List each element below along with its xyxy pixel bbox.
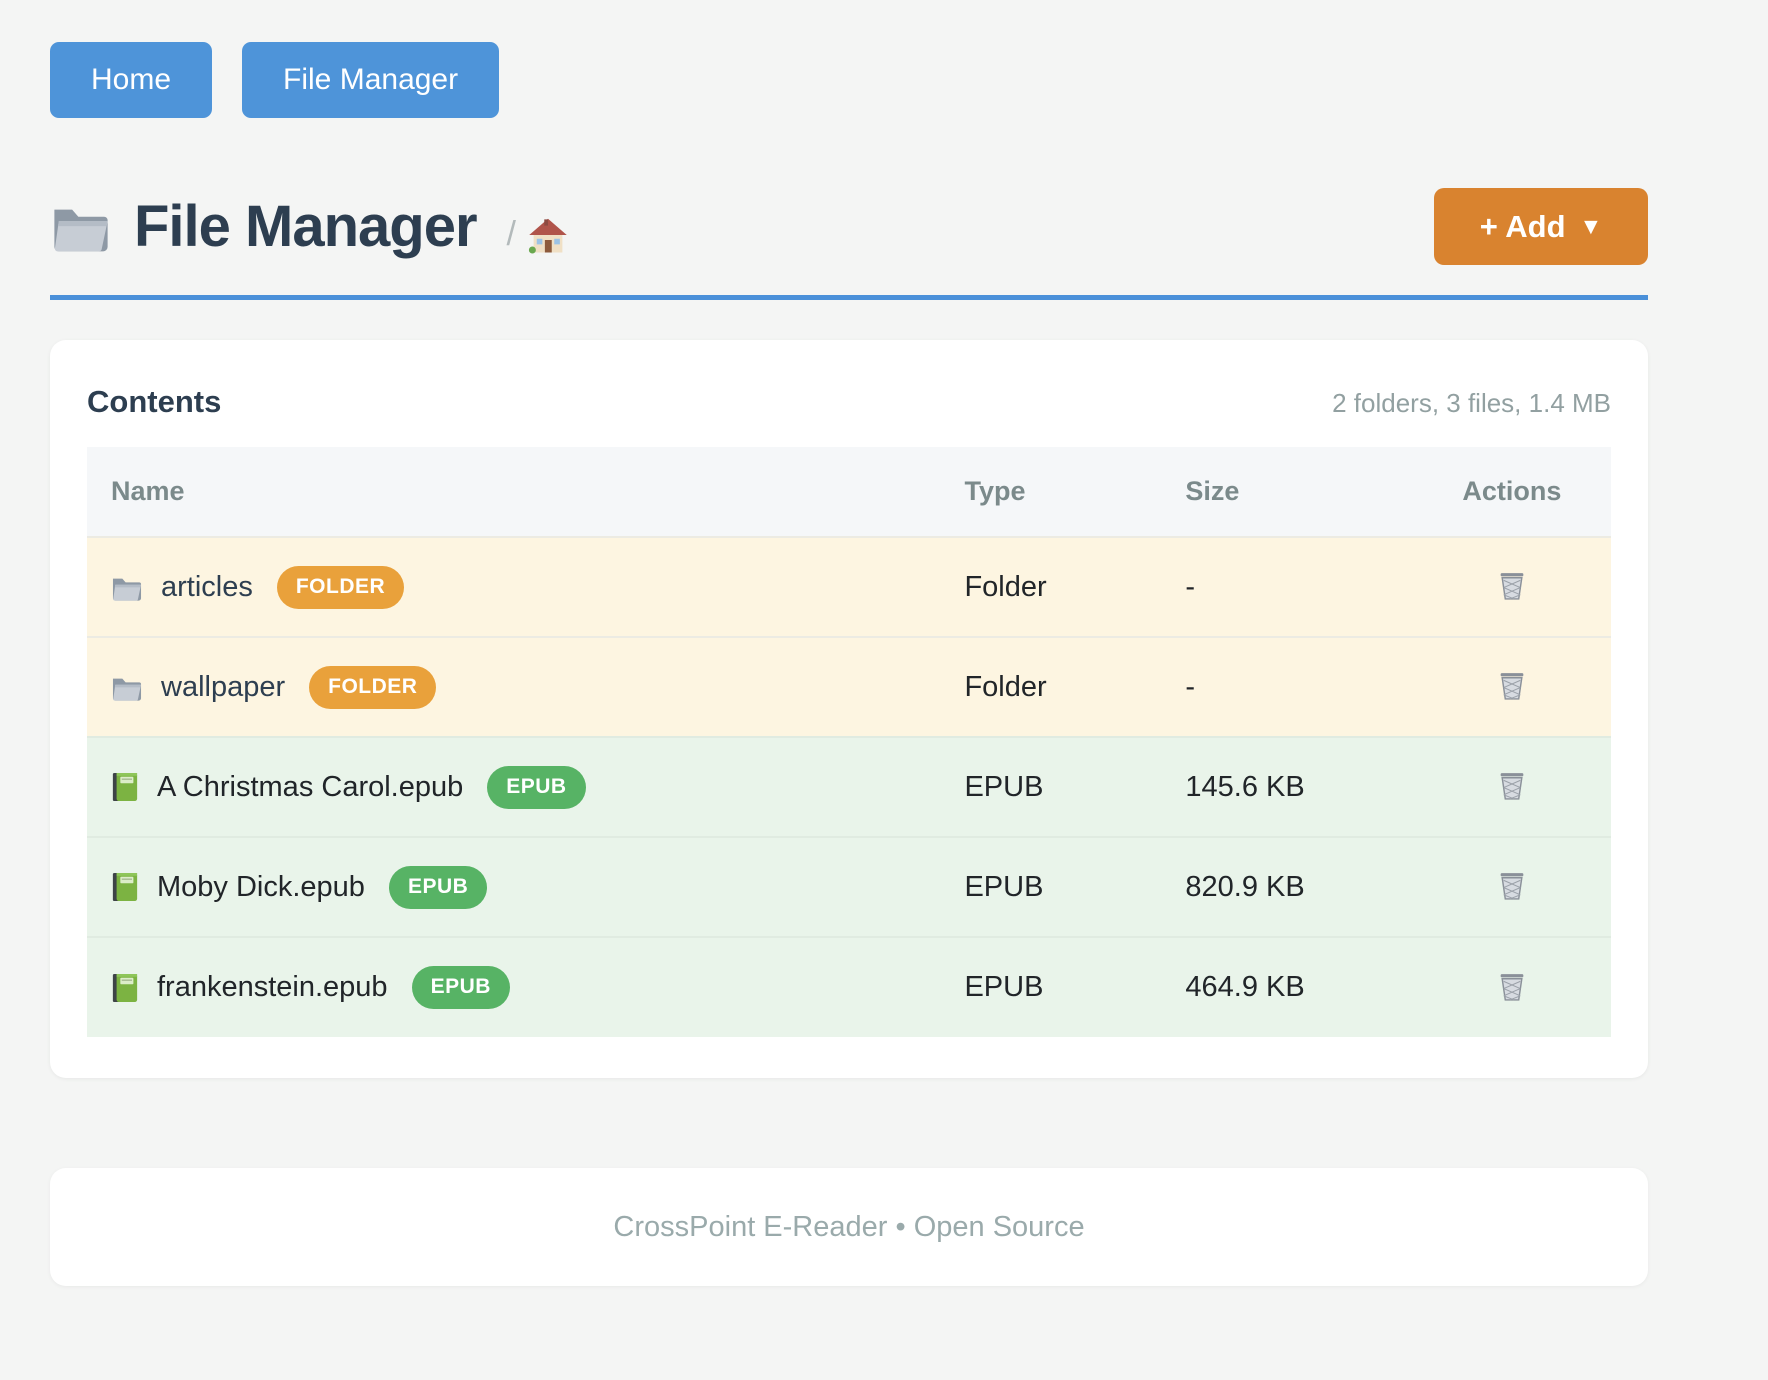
- table-row: articles FOLDER Folder -: [87, 537, 1611, 637]
- file-name-link[interactable]: Moby Dick.epub: [157, 870, 365, 903]
- table-header-row: Name Type Size Actions: [87, 447, 1611, 537]
- folder-icon: [50, 199, 112, 254]
- column-header-actions: Actions: [1412, 447, 1611, 537]
- size-cell: -: [1185, 570, 1196, 603]
- table-row: wallpaper FOLDER Folder -: [87, 637, 1611, 737]
- folder-icon: [111, 673, 143, 702]
- file-name-link[interactable]: wallpaper: [161, 670, 286, 703]
- footer-card: CrossPoint E-Reader • Open Source: [50, 1168, 1648, 1286]
- breadcrumb: /: [507, 215, 568, 254]
- size-cell: -: [1185, 670, 1196, 703]
- folder-icon: [111, 573, 143, 602]
- green-book-icon: [111, 772, 139, 802]
- file-name-link[interactable]: articles: [161, 570, 253, 603]
- add-button[interactable]: + Add ▼: [1434, 188, 1648, 265]
- size-cell: 820.9 KB: [1185, 870, 1305, 903]
- trash-icon: [1495, 869, 1529, 901]
- contents-title: Contents: [87, 384, 222, 419]
- table-row: frankenstein.epub EPUB EPUB 464.9 KB: [87, 937, 1611, 1037]
- contents-card-header: Contents 2 folders, 3 files, 1.4 MB: [87, 384, 1611, 420]
- delete-button[interactable]: [1487, 865, 1537, 905]
- file-table-body: articles FOLDER Folder - wallpaper: [87, 537, 1611, 1037]
- type-cell: EPUB: [964, 870, 1044, 903]
- type-badge: FOLDER: [276, 565, 405, 609]
- trash-icon: [1495, 669, 1529, 701]
- delete-button[interactable]: [1487, 565, 1537, 605]
- type-badge: EPUB: [388, 865, 488, 909]
- column-header-type: Type: [940, 447, 1162, 537]
- trash-icon: [1495, 970, 1529, 1002]
- page-container: Home File Manager File Manager / + Add ▼…: [50, 0, 1648, 1286]
- column-header-size: Size: [1161, 447, 1413, 537]
- trash-icon: [1495, 569, 1529, 601]
- green-book-icon: [111, 973, 139, 1003]
- type-cell: Folder: [964, 570, 1047, 603]
- table-row: Moby Dick.epub EPUB EPUB 820.9 KB: [87, 837, 1611, 937]
- type-cell: EPUB: [964, 971, 1044, 1003]
- type-badge: EPUB: [411, 966, 510, 1009]
- contents-card: Contents 2 folders, 3 files, 1.4 MB Name…: [50, 340, 1648, 1078]
- title-underline: [50, 295, 1648, 300]
- size-cell: 464.9 KB: [1185, 971, 1305, 1003]
- table-row: A Christmas Carol.epub EPUB EPUB 145.6 K…: [87, 737, 1611, 837]
- nav-home-button[interactable]: Home: [50, 42, 213, 118]
- nav-file-manager-button[interactable]: File Manager: [242, 42, 500, 118]
- trash-icon: [1495, 769, 1529, 801]
- green-book-icon: [111, 872, 139, 902]
- page-title: File Manager: [134, 194, 478, 259]
- breadcrumb-separator: /: [506, 215, 516, 253]
- top-nav: Home File Manager: [50, 42, 1648, 118]
- column-header-name: Name: [87, 447, 941, 537]
- type-badge: EPUB: [487, 765, 586, 809]
- delete-button[interactable]: [1487, 966, 1537, 1006]
- footer-text: CrossPoint E-Reader • Open Source: [613, 1210, 1085, 1243]
- page-header: File Manager / + Add ▼: [50, 188, 1648, 265]
- type-cell: Folder: [964, 670, 1047, 703]
- file-name-link[interactable]: frankenstein.epub: [157, 971, 388, 1003]
- contents-summary: 2 folders, 3 files, 1.4 MB: [1332, 388, 1611, 418]
- type-cell: EPUB: [964, 770, 1044, 803]
- delete-button[interactable]: [1487, 765, 1537, 805]
- type-badge: FOLDER: [309, 665, 437, 709]
- file-table: Name Type Size Actions articles FOLDER F…: [87, 447, 1611, 1037]
- size-cell: 145.6 KB: [1185, 770, 1305, 803]
- file-name-link[interactable]: A Christmas Carol.epub: [157, 770, 464, 803]
- add-button-label: + Add: [1479, 208, 1566, 244]
- chevron-down-icon: ▼: [1579, 213, 1603, 239]
- title-group: File Manager /: [50, 193, 1434, 260]
- house-icon[interactable]: [528, 216, 568, 254]
- delete-button[interactable]: [1487, 665, 1537, 705]
